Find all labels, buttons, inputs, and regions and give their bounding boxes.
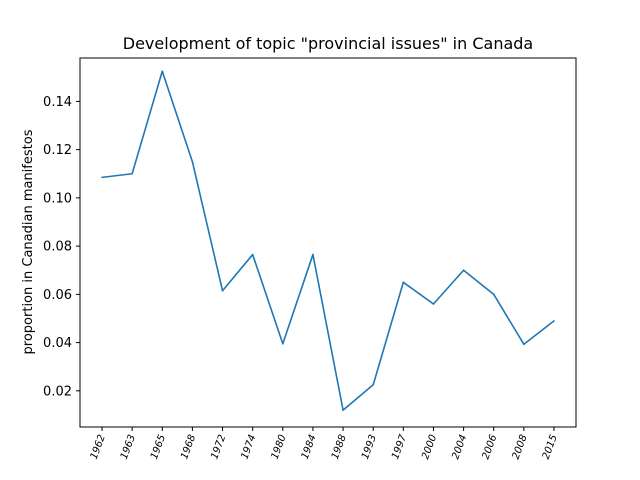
x-tick-label: 1962 (89, 433, 108, 461)
x-tick-label: 1993 (360, 433, 379, 461)
x-tick-label: 2000 (420, 433, 439, 461)
x-tick-label: 1980 (270, 433, 289, 461)
data-point-1997 (402, 281, 405, 284)
x-tick-label: 2015 (541, 433, 560, 461)
data-point-1972 (221, 289, 224, 292)
data-point-1984 (312, 253, 314, 256)
x-tick-label: 2008 (511, 433, 530, 461)
y-tick-label: 0.12 (43, 143, 72, 158)
data-point-1993 (372, 383, 375, 386)
y-tick-label: 0.10 (43, 191, 72, 206)
y-tick-label: 0.14 (43, 95, 72, 110)
series-line (101, 70, 555, 411)
data-point-2015 (553, 320, 555, 322)
data-point-2006 (492, 293, 495, 296)
data-point-1988 (342, 409, 344, 411)
data-point-1968 (191, 160, 194, 163)
y-tick-label: 0.02 (43, 384, 72, 399)
series-layer (101, 70, 555, 411)
plot-area (80, 58, 576, 427)
x-tick-label: 1997 (390, 433, 409, 461)
x-tick-label: 1963 (119, 433, 138, 461)
y-tick-label: 0.08 (43, 240, 72, 255)
data-point-1962 (101, 176, 103, 179)
data-point-1974 (251, 253, 254, 256)
data-point-2008 (523, 343, 525, 346)
x-tick-label: 2004 (450, 433, 469, 461)
x-tick-label: 1972 (209, 433, 228, 461)
data-point-1965 (161, 70, 164, 73)
y-tick-label: 0.06 (43, 288, 72, 303)
plot-frame (79, 57, 577, 428)
x-tick-label: 1965 (149, 433, 168, 461)
y-tick-label: 0.04 (43, 336, 72, 351)
y-axis: 0.02 0.04 0.06 0.08 0.10 0.12 0.14 (43, 95, 80, 399)
data-point-1963 (131, 172, 133, 175)
chart-title: Development of topic "provincial issues"… (123, 34, 533, 53)
data-point-1980 (282, 342, 284, 345)
x-axis: 1962 1963 1965 1968 1972 1974 1980 1984 1988 1993… (89, 427, 560, 461)
x-tick-label: 1984 (300, 433, 319, 461)
x-tick-label: 1968 (179, 433, 198, 461)
y-axis-label: proportion in Canadian manifestos (21, 129, 36, 354)
x-tick-label: 2006 (481, 433, 500, 461)
data-point-2000 (432, 303, 435, 305)
x-tick-label: 1974 (239, 433, 258, 461)
x-tick-label: 1988 (330, 433, 349, 461)
data-point-2004 (462, 269, 465, 272)
